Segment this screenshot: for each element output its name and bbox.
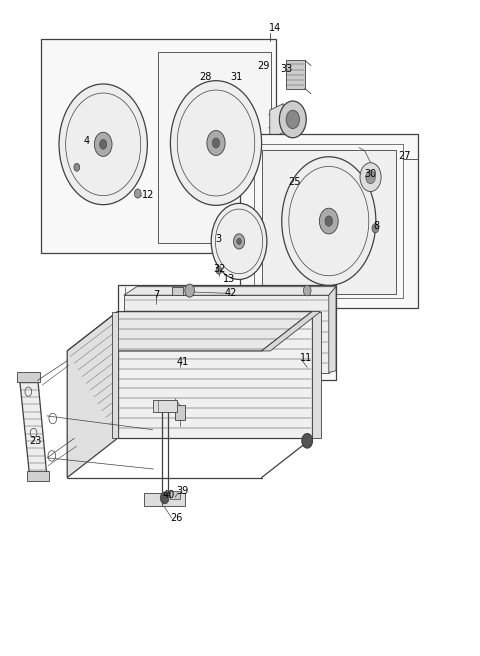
Polygon shape (67, 312, 312, 351)
Text: 7: 7 (154, 290, 160, 300)
Text: 27: 27 (398, 151, 411, 161)
Circle shape (302, 434, 312, 448)
Polygon shape (17, 372, 40, 382)
Circle shape (286, 110, 300, 129)
Circle shape (279, 101, 306, 138)
Text: 32: 32 (214, 264, 226, 274)
Polygon shape (286, 60, 305, 89)
Circle shape (372, 224, 379, 233)
Polygon shape (124, 295, 329, 373)
Text: 4: 4 (84, 136, 90, 146)
Circle shape (216, 266, 222, 274)
Circle shape (212, 138, 220, 148)
Polygon shape (170, 491, 180, 499)
Text: 40: 40 (162, 490, 175, 501)
Circle shape (170, 81, 262, 205)
Circle shape (303, 285, 311, 296)
Circle shape (59, 84, 147, 205)
Circle shape (325, 216, 333, 226)
Circle shape (233, 234, 245, 249)
Text: 3: 3 (215, 234, 221, 245)
Polygon shape (41, 39, 276, 253)
Polygon shape (262, 312, 321, 351)
Polygon shape (124, 287, 336, 295)
Polygon shape (262, 150, 396, 294)
Text: 13: 13 (223, 274, 236, 284)
Text: 31: 31 (230, 72, 243, 83)
Polygon shape (144, 493, 185, 506)
Circle shape (100, 140, 107, 149)
Circle shape (160, 492, 169, 504)
Text: 30: 30 (365, 169, 377, 179)
Polygon shape (27, 471, 49, 481)
Circle shape (366, 171, 375, 184)
Circle shape (237, 238, 241, 245)
Text: 8: 8 (373, 221, 380, 232)
Text: 11: 11 (300, 352, 312, 363)
Text: 33: 33 (281, 64, 293, 74)
Polygon shape (118, 312, 312, 438)
Text: 41: 41 (177, 357, 189, 367)
Circle shape (211, 203, 267, 279)
Text: 39: 39 (177, 485, 189, 496)
Circle shape (282, 157, 376, 285)
Circle shape (360, 163, 381, 192)
Circle shape (319, 208, 338, 234)
Text: 12: 12 (142, 190, 154, 201)
Polygon shape (270, 104, 283, 139)
Circle shape (95, 133, 112, 156)
Polygon shape (112, 312, 118, 438)
Polygon shape (175, 405, 185, 420)
Polygon shape (153, 400, 177, 412)
Text: 26: 26 (170, 513, 183, 523)
Circle shape (134, 189, 141, 198)
Polygon shape (172, 287, 183, 295)
Polygon shape (118, 285, 336, 380)
Polygon shape (158, 52, 271, 243)
Text: 23: 23 (29, 436, 41, 446)
Text: 14: 14 (269, 22, 281, 33)
Polygon shape (312, 312, 321, 438)
Circle shape (74, 163, 80, 171)
Polygon shape (240, 134, 418, 308)
Polygon shape (329, 287, 336, 373)
Text: 42: 42 (225, 288, 237, 298)
Polygon shape (67, 312, 118, 478)
Text: 28: 28 (199, 72, 212, 83)
Text: 29: 29 (257, 60, 269, 71)
Circle shape (185, 284, 194, 297)
Polygon shape (19, 375, 47, 478)
Circle shape (207, 131, 225, 155)
Text: 25: 25 (288, 176, 300, 187)
